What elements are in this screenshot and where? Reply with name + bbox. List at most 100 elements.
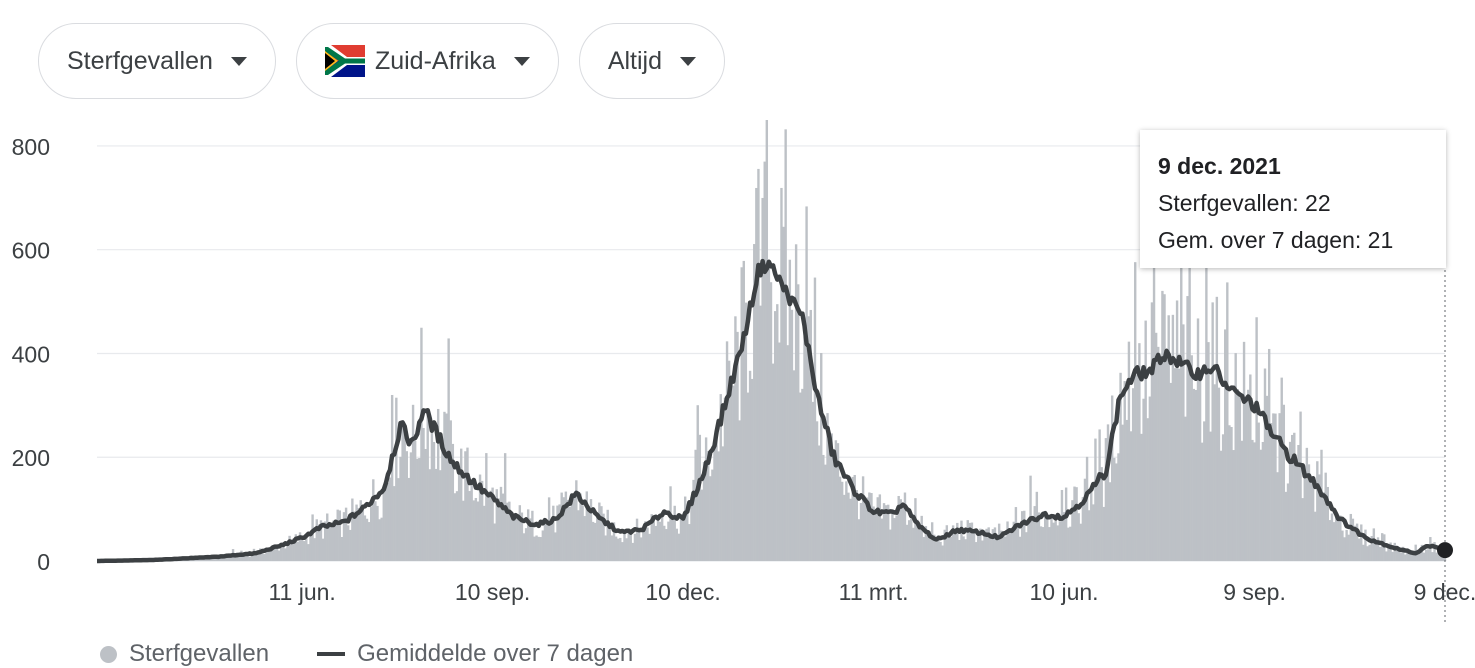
daily-deaths-bar [581,505,584,561]
daily-deaths-bar [740,267,743,561]
daily-deaths-bar [1395,550,1399,561]
daily-deaths-bar [1004,536,1007,561]
daily-deaths-bar [1121,424,1124,561]
daily-deaths-bar [660,515,664,561]
daily-deaths-bar [945,525,949,561]
daily-deaths-bar [910,518,913,561]
daily-deaths-bar [305,533,308,561]
daily-deaths-bar [405,451,408,561]
daily-deaths-bar [857,519,861,561]
daily-deaths-bar [868,492,871,561]
daily-deaths-bar [1020,511,1024,561]
daily-deaths-bar [922,536,926,561]
x-tick-label: 10 sep. [455,579,530,605]
daily-deaths-bar [692,479,695,561]
daily-deaths-bar [1129,431,1133,561]
daily-deaths-bar [991,529,995,561]
daily-deaths-bar [895,515,898,561]
daily-deaths-bar [600,506,603,561]
daily-deaths-bar [413,440,417,561]
daily-deaths-bar [269,546,272,561]
daily-deaths-bar [709,476,712,561]
daily-deaths-bar [803,336,806,561]
daily-deaths-bar [1096,476,1099,561]
daily-deaths-bar [570,498,574,561]
daily-deaths-bar [644,521,647,561]
daily-deaths-bar [545,520,549,561]
daily-deaths-bar [750,378,754,561]
daily-deaths-bar [317,524,321,561]
daily-deaths-bar [298,532,302,561]
period-dropdown-label: Altijd [607,46,662,75]
daily-deaths-bar [767,261,771,561]
period-dropdown[interactable]: Altijd [578,23,725,99]
daily-deaths-bar [261,553,264,561]
daily-deaths-bar [905,524,909,561]
daily-deaths-bar [403,433,406,561]
chevron-down-icon [680,56,696,66]
x-tick-label: 11 jun. [268,579,335,605]
daily-deaths-bar [1280,377,1283,561]
daily-deaths-bar [968,522,972,561]
daily-deaths-bar [1060,489,1064,561]
daily-deaths-bar [529,518,532,561]
daily-deaths-bar [947,532,951,561]
daily-deaths-bar [1332,522,1336,561]
daily-deaths-bar [665,529,668,561]
daily-deaths-bar [512,520,515,561]
daily-deaths-bar [1345,529,1348,561]
daily-deaths-bar [1303,465,1306,561]
region-dropdown[interactable]: Zuid-Afrika [295,23,559,99]
daily-deaths-bar [1159,358,1162,561]
daily-deaths-bar [1054,520,1057,561]
daily-deaths-bar [656,515,660,561]
daily-deaths-bar [1324,472,1327,561]
daily-deaths-bar [1406,549,1409,561]
daily-deaths-bar [1286,483,1290,561]
daily-deaths-bar [893,518,896,561]
daily-deaths-bar [629,533,632,561]
daily-deaths-bar [956,522,959,561]
daily-deaths-bar [292,538,295,561]
daily-deaths-bar [1408,549,1411,561]
daily-deaths-bar [1044,510,1047,561]
daily-deaths-bar [1368,544,1371,561]
filter-bar: Sterfgevallen Zuid-Afrika Altijd [38,23,725,99]
daily-deaths-bar [652,516,655,561]
metric-dropdown[interactable]: Sterfgevallen [38,23,276,99]
daily-deaths-bar [1288,441,1292,561]
daily-deaths-bar [1113,457,1116,561]
daily-deaths-bar [646,527,649,561]
daily-deaths-bar [355,504,358,561]
daily-deaths-bar [508,501,511,561]
x-tick-label: 10 jun. [1030,579,1099,605]
legend-bars-swatch [100,645,117,663]
y-tick-label: 600 [12,238,50,264]
daily-deaths-bar [1290,434,1294,561]
daily-deaths-bar [836,443,840,561]
daily-deaths-bar [1242,341,1246,561]
daily-deaths-bar [543,521,547,561]
daily-deaths-bar [907,520,911,561]
daily-deaths-bar [853,474,856,561]
daily-deaths-bar [604,535,607,561]
daily-deaths-bar [1383,534,1386,561]
daily-deaths-bar [1362,544,1365,561]
daily-deaths-bar [460,448,463,561]
daily-deaths-bar [1002,535,1005,561]
hover-point [1437,542,1453,559]
daily-deaths-bar [1050,518,1053,561]
daily-deaths-bar [1217,387,1221,561]
x-tick-label: 10 dec. [645,579,720,605]
daily-deaths-bar [843,494,846,561]
daily-deaths-bar [786,345,789,561]
daily-deaths-bar [1261,441,1265,561]
daily-deaths-bar [792,370,796,561]
daily-deaths-bar [282,543,285,561]
daily-deaths-bar [1221,434,1225,561]
daily-deaths-bar [930,522,934,561]
daily-deaths-bar [1282,404,1286,561]
daily-deaths-bar [593,522,597,561]
daily-deaths-bar [296,541,300,561]
daily-deaths-bar [259,548,262,561]
